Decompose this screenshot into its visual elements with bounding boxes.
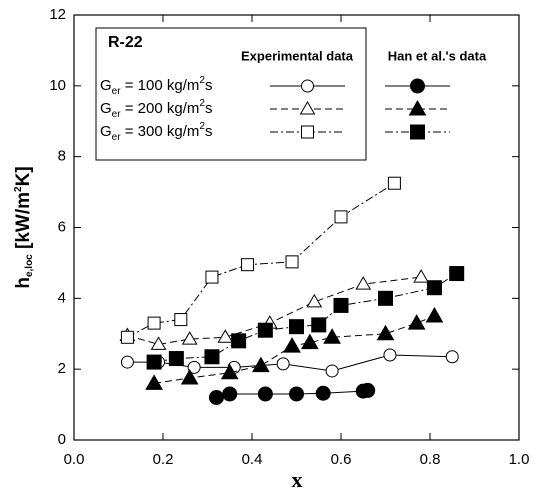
marker	[445, 350, 459, 364]
series-line	[154, 315, 435, 384]
marker	[413, 269, 429, 283]
x-tick-label: 0.4	[242, 451, 263, 468]
marker	[168, 351, 184, 367]
marker	[181, 331, 198, 345]
marker	[449, 266, 465, 282]
x-tick-label: 1.0	[509, 451, 530, 468]
marker	[276, 357, 290, 371]
text-part: = 300 kg/m	[121, 123, 200, 140]
y-tick-label: 4	[58, 289, 66, 306]
marker	[120, 355, 134, 369]
marker	[147, 316, 161, 330]
marker	[410, 124, 425, 140]
marker	[311, 317, 327, 333]
x-tick-label: 0.0	[64, 451, 85, 468]
marker	[257, 386, 273, 402]
marker	[426, 280, 442, 296]
y-tick-label: 6	[58, 218, 66, 235]
y-tick-label: 2	[58, 360, 66, 377]
text-part: G	[100, 100, 112, 117]
marker	[408, 99, 427, 116]
marker	[301, 79, 314, 93]
marker	[283, 337, 301, 353]
marker	[299, 101, 316, 115]
text-part: s	[205, 77, 213, 94]
text-part: K]	[13, 166, 34, 186]
marker	[204, 349, 220, 365]
marker	[410, 78, 425, 94]
y-tick-label: 12	[49, 6, 66, 23]
text-part: s	[205, 123, 213, 140]
marker	[222, 386, 238, 402]
marker	[205, 270, 219, 284]
x-tick-label: 0.8	[420, 451, 441, 468]
marker	[145, 374, 163, 390]
marker	[360, 382, 376, 398]
series-line	[127, 182, 395, 338]
x-tick-label: 0.6	[331, 451, 352, 468]
marker	[306, 293, 323, 308]
marker	[425, 307, 444, 323]
text-part: 2	[13, 186, 24, 192]
marker	[323, 328, 341, 344]
legend-label: Ger = 300 kg/m2s	[100, 121, 212, 143]
marker	[289, 386, 304, 402]
legend-label: Ger = 200 kg/m2s	[100, 98, 212, 120]
text-part: s	[205, 100, 213, 117]
marker	[333, 297, 349, 313]
marker	[355, 276, 372, 290]
marker	[180, 369, 199, 385]
marker	[289, 319, 304, 335]
marker	[257, 322, 273, 338]
legend-label: Ger = 100 kg/m2s	[100, 75, 212, 97]
legend-header: Experimental data	[241, 48, 354, 63]
text-part: [kW/m	[13, 192, 34, 254]
text-part: er	[112, 132, 122, 143]
y-tick-label: 10	[49, 77, 66, 94]
marker	[387, 176, 401, 190]
text-part: 2	[199, 121, 205, 132]
text-part: = 200 kg/m	[121, 100, 200, 117]
text-part: 2	[199, 98, 205, 109]
text-part: = 100 kg/m	[121, 77, 200, 94]
marker	[376, 324, 395, 341]
text-part: G	[100, 77, 112, 94]
marker	[208, 390, 224, 405]
text-part: 2	[199, 75, 205, 86]
marker	[217, 329, 234, 343]
marker	[120, 330, 134, 344]
y-tick-label: 0	[58, 431, 66, 448]
marker	[187, 360, 201, 374]
marker	[252, 356, 270, 373]
marker	[231, 333, 247, 349]
text-part: er	[112, 109, 122, 120]
marker	[378, 290, 393, 306]
text-part: h	[13, 277, 34, 289]
text-part: er	[112, 86, 122, 97]
x-tick-label: 0.2	[153, 451, 174, 468]
marker	[315, 385, 331, 401]
marker	[334, 210, 348, 224]
x-axis-label: x	[292, 467, 303, 492]
marker	[300, 333, 319, 350]
marker	[325, 364, 339, 378]
marker	[220, 363, 239, 380]
legend-box	[95, 27, 367, 161]
series-line	[127, 276, 422, 345]
legend-header: Han et al.'s data	[388, 48, 487, 63]
y-axis-label: he,loc [kW/m2K]	[13, 166, 35, 288]
marker	[146, 354, 162, 370]
y-tick-label: 8	[58, 148, 66, 165]
marker	[241, 258, 255, 272]
marker	[285, 255, 299, 269]
marker	[407, 314, 426, 330]
text-part: e,loc	[24, 254, 35, 277]
legend-title: R-22	[108, 34, 143, 51]
marker	[383, 348, 397, 362]
marker	[150, 336, 167, 350]
text-part: G	[100, 123, 112, 140]
marker	[301, 125, 314, 139]
marker	[174, 313, 188, 327]
